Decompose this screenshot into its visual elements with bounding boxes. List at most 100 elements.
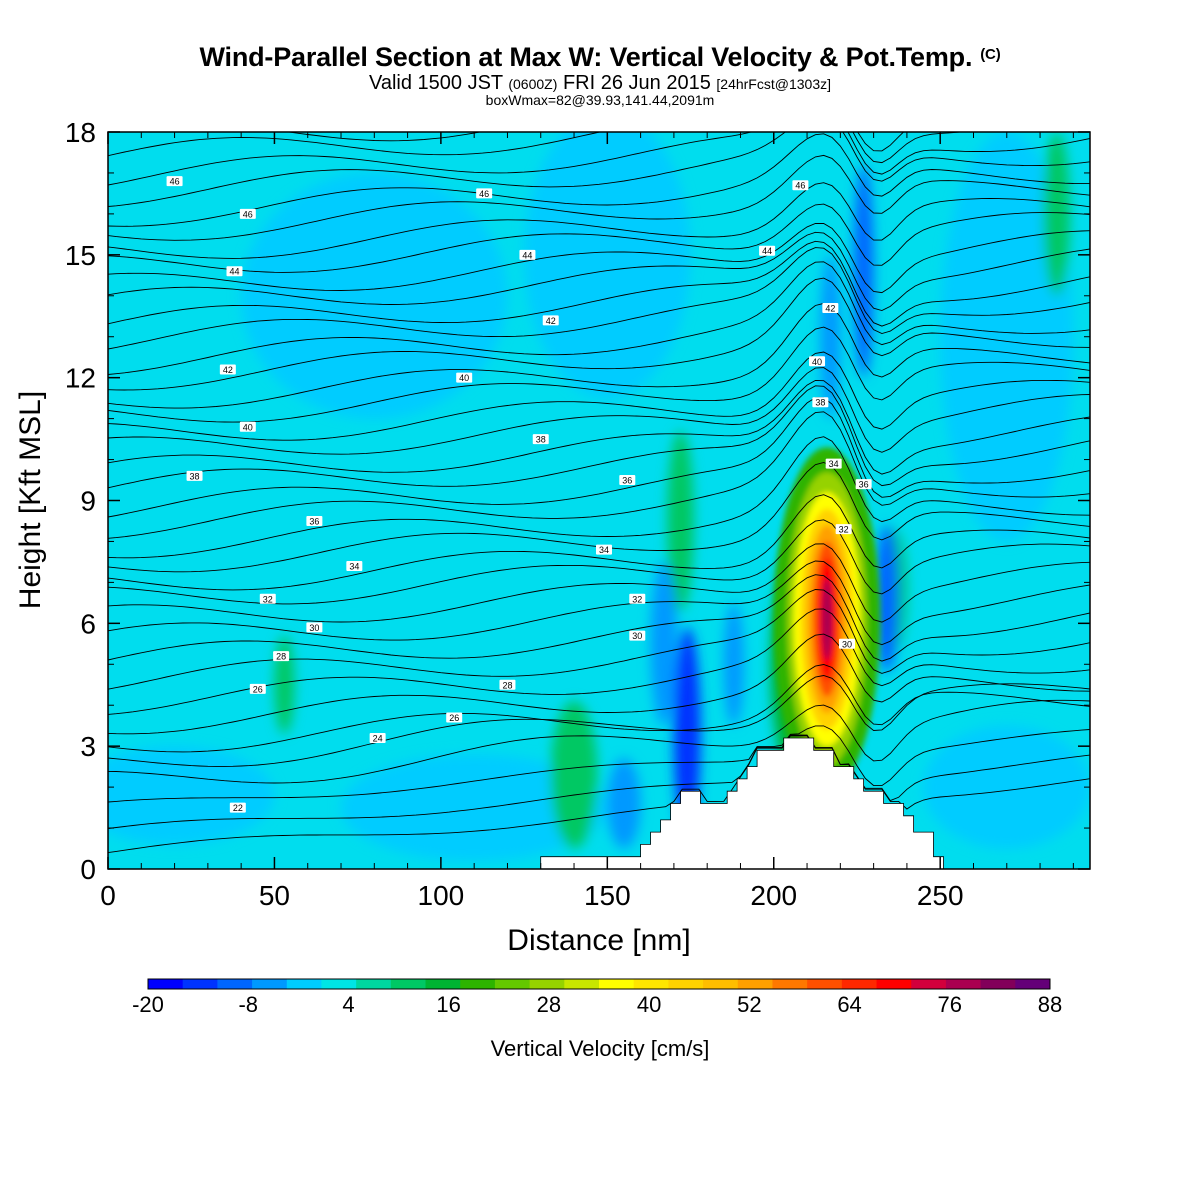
isentrope-line xyxy=(108,675,1090,767)
isentrope-line xyxy=(108,699,1090,784)
colorbar-swatch xyxy=(841,979,878,989)
field-blob xyxy=(1043,132,1071,296)
isentrope-label: 36 xyxy=(619,475,636,486)
field-blob xyxy=(673,627,701,841)
y-tick-label: 12 xyxy=(65,363,96,394)
isentrope-label-text: 44 xyxy=(762,246,772,256)
isentrope-label-text: 36 xyxy=(859,480,869,490)
colorbar-tick-label: 40 xyxy=(637,992,661,1017)
isentrope-label: 42 xyxy=(219,364,236,375)
isentrope-label-text: 38 xyxy=(190,471,200,481)
isentrope-label: 34 xyxy=(595,544,612,555)
isentrope-label: 34 xyxy=(346,561,363,572)
isentrope-label-text: 44 xyxy=(522,250,532,260)
field-blob xyxy=(875,525,899,673)
field-blob xyxy=(274,635,295,734)
colorbar-swatch xyxy=(807,979,843,989)
copyright-mark: (C) xyxy=(980,46,1001,63)
isentrope-label-text: 46 xyxy=(795,181,805,191)
isentrope-label-text: 40 xyxy=(812,357,822,367)
isentrope-labels: 46 46 46 46 44 44 44 42 42 42 40 40 40 38 38 38 36 36 34 36… xyxy=(166,176,872,813)
isentrope-label-text: 28 xyxy=(502,680,512,690)
colorbar-swatch xyxy=(703,979,739,989)
isentrope-line xyxy=(108,132,1090,186)
isentrope-label: 26 xyxy=(249,683,266,694)
isentrope-label: 46 xyxy=(792,180,809,191)
field-blob xyxy=(853,164,874,378)
isentrope-label: 32 xyxy=(629,593,646,604)
isentrope-label: 24 xyxy=(369,732,386,743)
isentrope-label-text: 40 xyxy=(459,373,469,383)
isentrope-label: 34 xyxy=(825,458,842,469)
x-tick-label: 200 xyxy=(750,880,797,911)
isentrope-label: 46 xyxy=(166,176,183,187)
isentrope-line xyxy=(108,203,1090,273)
isentrope-line xyxy=(108,494,1090,591)
isentrope-line xyxy=(108,367,1090,455)
isentrope-label: 26 xyxy=(446,712,463,723)
isentrope-label-text: 34 xyxy=(349,562,359,572)
isentrope-label: 44 xyxy=(759,245,776,256)
colorbar-frame xyxy=(147,978,1051,990)
isentrope-label: 42 xyxy=(542,315,559,326)
isentrope-line xyxy=(108,633,1090,735)
x-tick-label: 50 xyxy=(259,880,290,911)
field-blob xyxy=(650,561,678,726)
x-axis: 0 50 100 150 200 250 xyxy=(100,132,1074,911)
colorbar-swatch xyxy=(945,979,982,989)
colorbar-swatch xyxy=(876,979,912,989)
isentrope-label-text: 32 xyxy=(839,525,849,535)
isentrope-label: 36 xyxy=(306,515,323,526)
valid-time-line: Valid 1500 JST (0600Z) FRI 26 Jun 2015 [… xyxy=(0,72,1200,95)
y-tick-label: 9 xyxy=(80,486,96,517)
colorbar-swatch xyxy=(737,979,773,989)
isentrope-line xyxy=(108,574,1090,662)
isentrope-line xyxy=(108,664,1090,753)
y-tick-label: 6 xyxy=(80,608,96,639)
colorbar-tick-label: 88 xyxy=(1038,992,1062,1017)
isentrope-label: 40 xyxy=(456,372,473,383)
colorbar-tick-label: 16 xyxy=(436,992,460,1017)
isentrope-label: 32 xyxy=(259,593,276,604)
colorbar-tick-label: 64 xyxy=(837,992,861,1017)
field-blob xyxy=(607,758,641,849)
isentrope-line xyxy=(108,326,1090,423)
isentrope-label: 28 xyxy=(499,679,516,690)
isentrope-label-text: 42 xyxy=(546,316,556,326)
isentrope-label-text: 30 xyxy=(842,639,852,649)
isentrope-label-text: 42 xyxy=(223,365,233,375)
x-tick-label: 150 xyxy=(584,880,631,911)
isentrope-label: 28 xyxy=(273,651,290,662)
isentrope-label: 38 xyxy=(532,434,549,445)
isentrope-line xyxy=(108,735,1090,854)
colorbar-tick-label: 28 xyxy=(537,992,561,1017)
isentrope-label: 38 xyxy=(186,470,203,481)
colorbar-swatch xyxy=(460,979,496,989)
isentrope-line xyxy=(108,240,1090,327)
colorbar-tick-label: 52 xyxy=(737,992,761,1017)
isentrope-label-text: 44 xyxy=(229,267,239,277)
isentrope-label-text: 24 xyxy=(373,733,383,743)
x-axis-label: Distance [nm] xyxy=(507,924,690,957)
colorbar-swatch xyxy=(252,979,288,989)
colorbar-swatch xyxy=(564,979,600,989)
field-blob xyxy=(723,602,744,726)
colorbar-swatch xyxy=(668,979,704,989)
valid-prefix: Valid 1500 JST xyxy=(369,72,503,94)
isentrope-label-text: 32 xyxy=(632,594,642,604)
colorbar-swatch xyxy=(633,979,669,989)
isentrope-line xyxy=(108,277,1090,391)
isentrope-line xyxy=(108,379,1090,475)
colorbar-swatch xyxy=(217,979,253,989)
isentrope-label: 40 xyxy=(809,356,826,367)
isentrope-line xyxy=(108,231,1090,311)
isentrope-label-text: 36 xyxy=(309,516,319,526)
isentrope-line xyxy=(108,222,1090,294)
colorbar-tick-label: 4 xyxy=(342,992,354,1017)
forecast-info: [24hrFcst@1303z] xyxy=(716,76,831,92)
isentrope-label-text: 38 xyxy=(536,435,546,445)
chart-title: Wind-Parallel Section at Max W: Vertical… xyxy=(0,42,1200,73)
colorbar-swatch xyxy=(911,979,947,989)
